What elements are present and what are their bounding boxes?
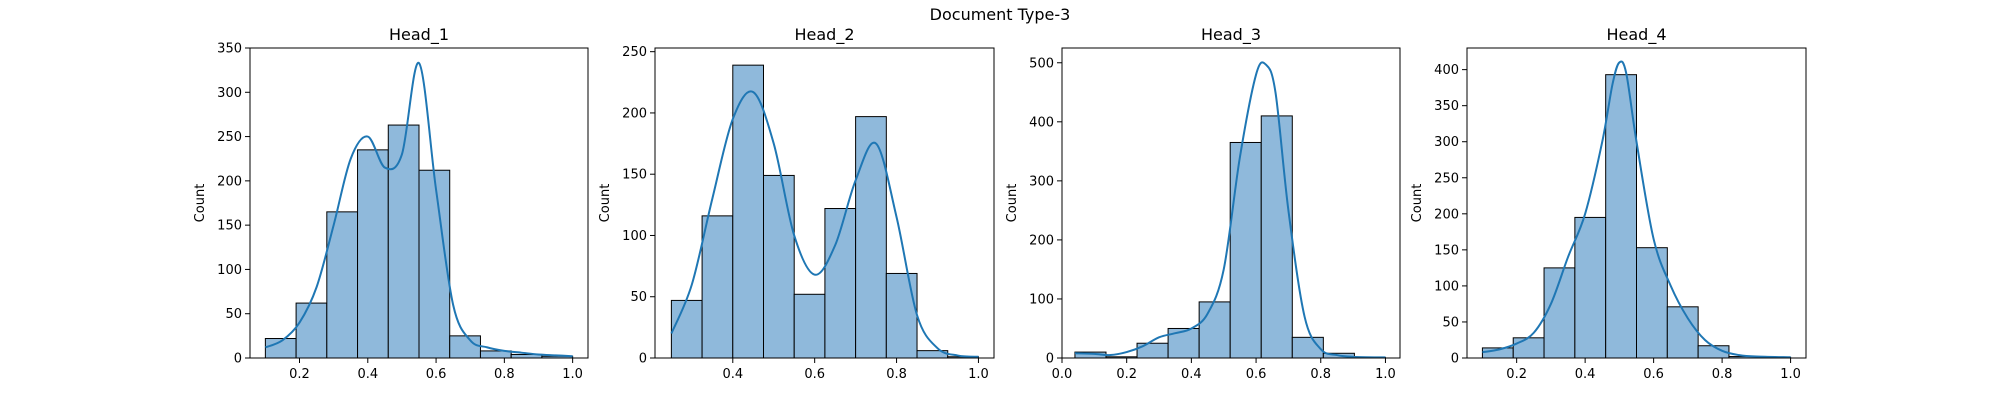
kde-line	[1074, 61, 1386, 359]
x-tick-label: 0.8	[1310, 367, 1331, 382]
y-tick-label: 150	[1434, 243, 1459, 258]
histogram-bar	[1198, 301, 1231, 359]
y-tick-label: 250	[1434, 171, 1459, 186]
histogram-bar	[1512, 337, 1545, 359]
y-tick-label: 200	[217, 174, 242, 189]
x-tick-label: 0.6	[426, 367, 447, 382]
y-tick-label: 200	[1434, 207, 1459, 222]
x-tick-label: 0.2	[1116, 367, 1137, 382]
chart-title: Head_1	[389, 25, 449, 45]
axes-frame	[249, 47, 589, 359]
chart-panel-3: 0.0 0.2 0.4 0.6 0.8 1.0 0 100 200 300 400 500 Head_3…	[1005, 25, 1401, 382]
x-tick-label: 0.8	[1712, 367, 1733, 382]
y-axis-label: Count	[598, 184, 613, 223]
y-tick-label: 400	[1029, 115, 1054, 130]
chart-panel-1: 0.2 0.4 0.6 0.8 1.0 0 50 100 150 200 250 300 350 Head…	[193, 25, 589, 382]
x-tick-label: 0.4	[1575, 367, 1596, 382]
histogram-bar	[1136, 342, 1169, 359]
y-tick-label: 500	[1029, 56, 1054, 71]
y-tick-label: 100	[622, 229, 647, 244]
y-tick-label: 250	[217, 130, 242, 145]
x-tick-label: 0.4	[1181, 367, 1202, 382]
histogram-bar	[1574, 216, 1607, 359]
y-tick-label: 50	[225, 307, 242, 322]
y-tick-label: 100	[1029, 292, 1054, 307]
y-tick-label: 300	[1434, 135, 1459, 150]
histogram-bar	[885, 272, 918, 359]
x-tick-label: 1.0	[968, 367, 989, 382]
y-axis-label: Count	[1005, 184, 1020, 223]
y-tick-label: 0	[234, 352, 242, 367]
kde-line	[1482, 60, 1791, 359]
y-tick-label: 300	[1029, 174, 1054, 189]
y-tick-label: 100	[1434, 279, 1459, 294]
x-tick-label: 0.0	[1052, 367, 1073, 382]
chart-panel-4: 0.2 0.4 0.6 0.8 1.0 0 50 100 150 200 250 300 350 400 H…	[1410, 25, 1807, 382]
y-tick-label: 50	[1442, 315, 1459, 330]
axes-frame	[1061, 47, 1401, 359]
chart-title: Head_2	[794, 25, 854, 45]
kde-line	[264, 62, 573, 358]
x-tick-label: 0.6	[1643, 367, 1664, 382]
y-tick-label: 350	[1434, 99, 1459, 114]
x-tick-label: 0.4	[722, 367, 743, 382]
y-tick-label: 150	[622, 168, 647, 183]
y-tick-label: 0	[1046, 352, 1054, 367]
x-tick-label: 0.4	[357, 367, 378, 382]
histogram-bar	[387, 124, 420, 359]
axes-frame	[654, 47, 995, 359]
kde-line	[670, 90, 979, 358]
histogram-bar	[357, 149, 389, 359]
histogram-bar	[793, 293, 826, 359]
chart-title: Head_3	[1201, 25, 1261, 45]
histogram-bar	[701, 215, 734, 359]
x-tick-label: 0.6	[804, 367, 825, 382]
x-tick-label: 0.8	[886, 367, 907, 382]
histogram-bar	[326, 211, 359, 359]
x-tick-label: 0.2	[289, 367, 310, 382]
histogram-bar	[1260, 115, 1293, 359]
axes-frame	[1466, 47, 1807, 359]
y-axis-label: Count	[193, 184, 208, 223]
histogram-bar	[449, 335, 481, 359]
histogram-bar	[418, 169, 451, 359]
chart-title: Head_4	[1606, 25, 1666, 45]
chart-panel-2: 0.4 0.6 0.8 1.0 0 50 100 150 200 250 Head_2 Count	[598, 25, 995, 382]
y-tick-label: 0	[1451, 352, 1459, 367]
histogram-bar	[1636, 247, 1668, 359]
y-tick-label: 50	[630, 290, 647, 305]
x-tick-label: 1.0	[1375, 367, 1396, 382]
histogram-bar	[1666, 306, 1699, 359]
x-tick-label: 1.0	[1780, 367, 1801, 382]
y-tick-label: 150	[217, 219, 242, 234]
y-tick-label: 0	[639, 352, 647, 367]
y-tick-label: 300	[217, 86, 242, 101]
y-tick-label: 200	[622, 106, 647, 121]
x-tick-label: 0.8	[494, 367, 515, 382]
histogram-bar	[762, 174, 795, 359]
histogram-bar	[1229, 141, 1262, 359]
x-tick-label: 0.6	[1246, 367, 1267, 382]
figure-suptitle: Document Type-3	[930, 5, 1071, 24]
y-tick-label: 400	[1434, 63, 1459, 78]
y-axis-label: Count	[1410, 184, 1425, 223]
x-tick-label: 1.0	[562, 367, 583, 382]
y-tick-label: 200	[1029, 233, 1054, 248]
histogram-bar	[732, 64, 764, 359]
histogram-bar	[670, 299, 703, 359]
chart-panels: 0.2 0.4 0.6 0.8 1.0 0 50 100 150 200 250 300 350 Head…	[193, 25, 1807, 382]
histogram-bar	[295, 302, 328, 359]
histogram-bar	[855, 116, 887, 359]
x-tick-label: 0.2	[1506, 367, 1527, 382]
y-tick-label: 350	[217, 42, 242, 57]
y-tick-label: 250	[622, 45, 647, 60]
y-tick-label: 100	[217, 263, 242, 278]
